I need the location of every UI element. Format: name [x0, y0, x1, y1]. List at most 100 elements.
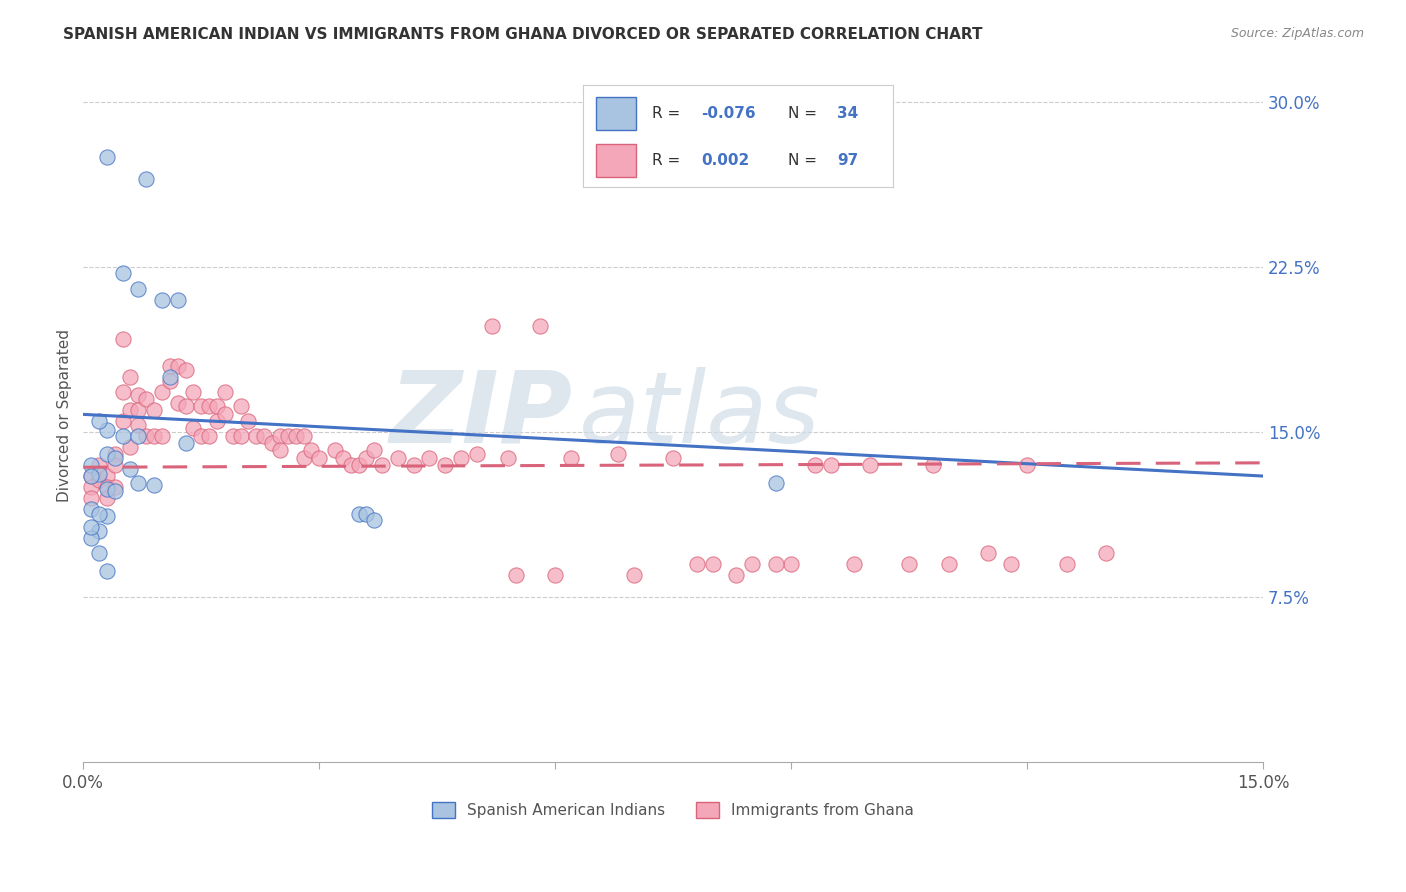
Point: [214, 385, 236, 400]
Point: [356, 451, 378, 466]
Point: [127, 403, 149, 417]
Text: ZIP: ZIP: [389, 367, 574, 464]
Point: [120, 370, 142, 384]
Point: [127, 418, 149, 433]
Point: [222, 429, 245, 443]
Point: [229, 399, 252, 413]
Point: [80, 458, 103, 472]
Point: [96, 480, 118, 494]
Point: [96, 447, 118, 461]
Point: [159, 359, 181, 373]
Point: [269, 429, 291, 443]
Point: [418, 451, 440, 466]
Point: [804, 458, 827, 472]
Point: [292, 429, 315, 443]
Point: [434, 458, 457, 472]
Point: [166, 396, 188, 410]
Point: [111, 429, 134, 443]
Point: [269, 442, 291, 457]
Point: [104, 451, 127, 466]
Point: [166, 293, 188, 307]
Point: [80, 480, 103, 494]
Point: [765, 557, 787, 571]
Point: [104, 484, 127, 499]
Point: [450, 451, 472, 466]
Point: [127, 387, 149, 401]
Point: [623, 568, 645, 582]
Point: [292, 451, 315, 466]
Point: [120, 441, 142, 455]
FancyBboxPatch shape: [596, 145, 636, 177]
Point: [190, 399, 212, 413]
Point: [938, 557, 960, 571]
Text: SPANISH AMERICAN INDIAN VS IMMIGRANTS FROM GHANA DIVORCED OR SEPARATED CORRELATI: SPANISH AMERICAN INDIAN VS IMMIGRANTS FR…: [63, 27, 983, 42]
Point: [143, 429, 166, 443]
Text: R =: R =: [651, 153, 689, 169]
Point: [159, 370, 181, 384]
Point: [496, 451, 519, 466]
Text: N =: N =: [787, 153, 821, 169]
Point: [977, 546, 1000, 560]
Point: [96, 150, 118, 164]
Point: [1017, 458, 1039, 472]
Point: [87, 507, 110, 521]
Point: [96, 469, 118, 483]
Point: [87, 458, 110, 472]
Point: [921, 458, 943, 472]
Point: [662, 451, 685, 466]
Point: [87, 474, 110, 488]
Point: [308, 451, 330, 466]
Point: [356, 507, 378, 521]
Point: [127, 429, 149, 443]
Point: [214, 408, 236, 422]
Point: [529, 319, 551, 334]
Point: [120, 403, 142, 417]
Point: [80, 502, 103, 516]
Point: [135, 171, 157, 186]
Point: [339, 458, 361, 472]
Point: [402, 458, 425, 472]
Point: [820, 458, 842, 472]
Text: atlas: atlas: [579, 367, 821, 464]
Point: [174, 436, 197, 450]
Point: [150, 429, 173, 443]
Point: [323, 442, 346, 457]
Point: [844, 557, 866, 571]
Point: [190, 429, 212, 443]
Point: [96, 483, 118, 497]
Point: [80, 531, 103, 545]
Point: [387, 451, 409, 466]
Text: Source: ZipAtlas.com: Source: ZipAtlas.com: [1230, 27, 1364, 40]
Point: [363, 442, 385, 457]
Point: [198, 399, 221, 413]
Point: [104, 480, 127, 494]
Point: [135, 392, 157, 406]
Point: [725, 568, 748, 582]
Point: [898, 557, 921, 571]
Point: [780, 557, 803, 571]
Point: [96, 508, 118, 523]
Point: [96, 564, 118, 578]
Point: [371, 458, 394, 472]
Point: [87, 414, 110, 428]
Point: [198, 429, 221, 443]
Point: [284, 429, 307, 443]
Point: [363, 513, 385, 527]
Point: [686, 557, 709, 571]
Point: [238, 414, 260, 428]
Point: [104, 447, 127, 461]
Point: [159, 375, 181, 389]
Point: [560, 451, 582, 466]
Point: [135, 429, 157, 443]
Point: [702, 557, 724, 571]
Point: [183, 420, 205, 434]
Point: [111, 266, 134, 280]
Point: [347, 458, 370, 472]
Point: [183, 385, 205, 400]
Point: [111, 385, 134, 400]
Point: [166, 359, 188, 373]
Point: [120, 462, 142, 476]
Point: [262, 436, 284, 450]
Point: [87, 524, 110, 538]
Point: [111, 414, 134, 428]
